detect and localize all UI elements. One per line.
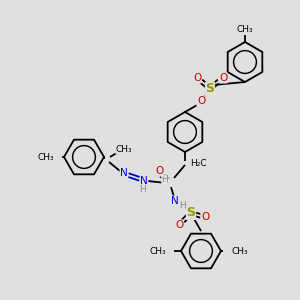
- Text: N: N: [140, 176, 148, 186]
- Text: CH₃: CH₃: [231, 247, 247, 256]
- Text: S: S: [187, 206, 196, 220]
- Text: O: O: [156, 166, 164, 176]
- Text: CH₃: CH₃: [237, 25, 253, 34]
- Text: CH₃: CH₃: [149, 247, 166, 256]
- Text: H: H: [162, 176, 168, 184]
- Text: H: H: [139, 184, 145, 194]
- Text: S: S: [206, 82, 214, 95]
- Text: N: N: [171, 196, 179, 206]
- Text: O: O: [219, 73, 227, 83]
- Text: O: O: [175, 220, 183, 230]
- Text: CH₃: CH₃: [38, 152, 54, 161]
- Text: O: O: [197, 96, 205, 106]
- Text: O: O: [201, 212, 209, 222]
- Text: H: H: [178, 202, 185, 211]
- Text: H₂C: H₂C: [190, 158, 207, 167]
- Text: O: O: [193, 73, 201, 83]
- Text: N: N: [120, 168, 128, 178]
- Text: CH₃: CH₃: [116, 145, 132, 154]
